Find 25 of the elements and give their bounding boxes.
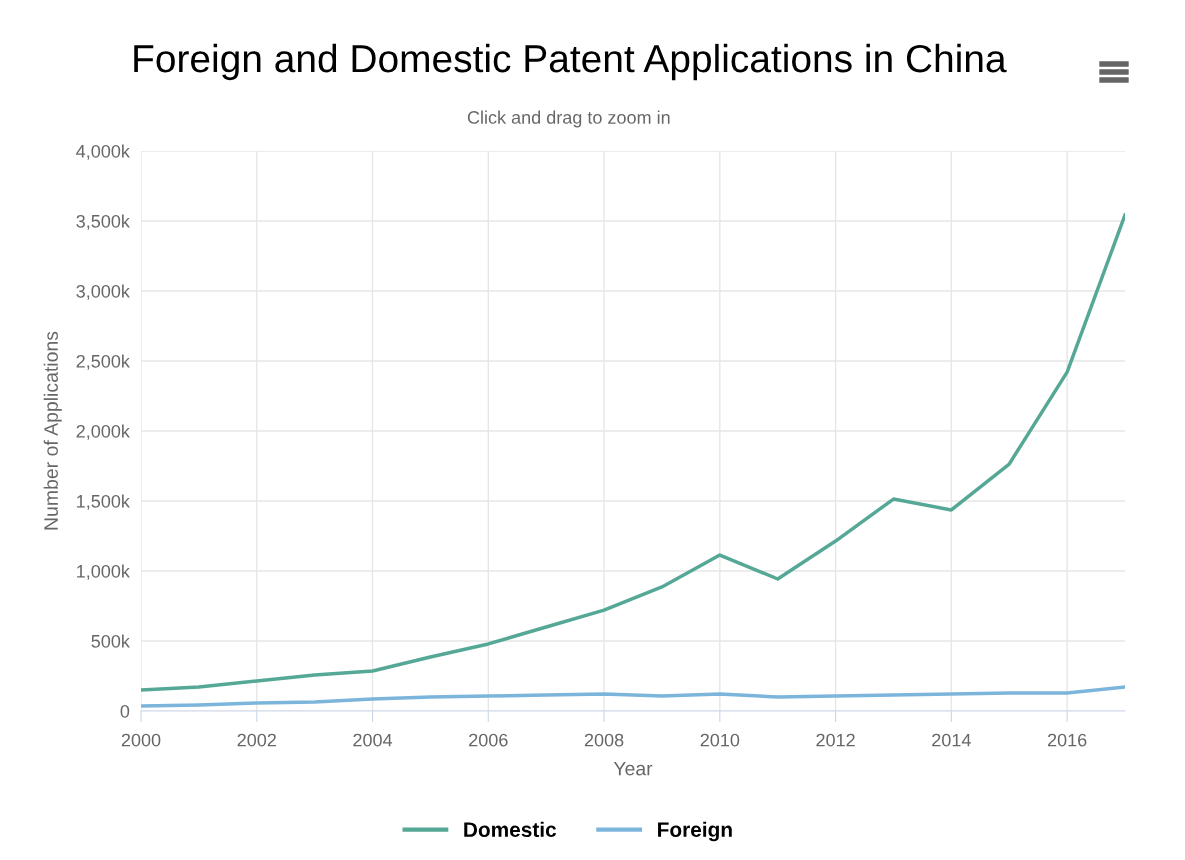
y-tick-label: 0 (120, 704, 130, 718)
x-tick-label: 2016 (1047, 733, 1087, 747)
y-tick-label: 500k (91, 634, 130, 648)
y-tick-label: 2,500k (76, 354, 130, 370)
y-tick-label: 1,500k (77, 494, 130, 510)
legend-label: Domestic (464, 821, 557, 838)
y-tick-label: 1,000k (77, 564, 130, 580)
y-tick-label: 2,000k (76, 424, 130, 440)
x-tick-label: 2000 (121, 733, 161, 747)
legend-label: Foreign (658, 821, 732, 842)
chart-subtitle: Click and drag to zoom in (467, 110, 670, 128)
x-tick-label: 2006 (469, 733, 508, 747)
y-tick-label: 3,000k (76, 284, 130, 300)
chart-title: Foreign and Domestic Patent Applications in China (134, 43, 1007, 81)
x-tick-label: 2008 (584, 733, 624, 747)
x-tick-label: 2004 (353, 733, 393, 747)
x-tick-label: 2012 (816, 733, 855, 747)
y-axis-title: Number of Applications (43, 331, 62, 530)
y-tick-label: 3,500k (76, 214, 130, 230)
line-series (141, 213, 1125, 692)
y-tick-label: 4,000k (76, 144, 130, 160)
x-tick-label: 2014 (932, 733, 971, 747)
x-tick-label: 2010 (700, 733, 740, 747)
x-tick-label: 2002 (237, 733, 276, 747)
x-axis-title: Year (613, 761, 653, 776)
